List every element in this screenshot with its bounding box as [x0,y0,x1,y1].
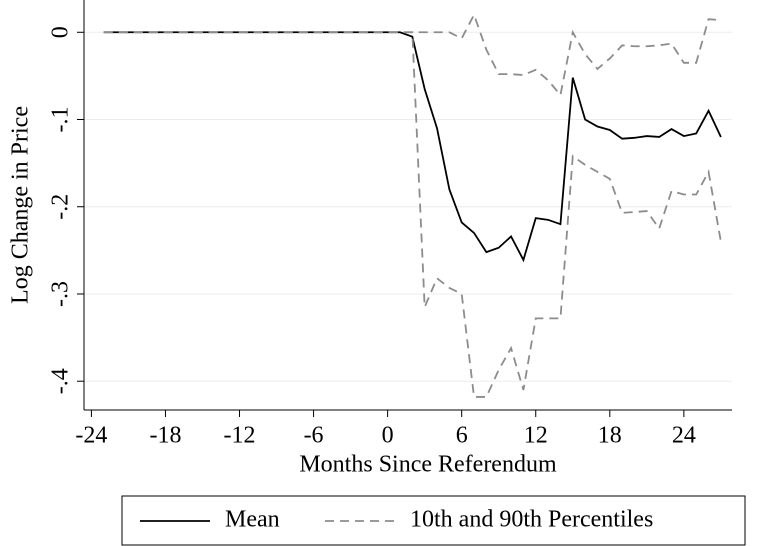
y-tick-label: -.4 [48,368,74,394]
x-tick-label: 18 [598,423,622,449]
y-tick-label: -.3 [48,281,74,307]
y-tick-label: -.1 [48,107,74,133]
x-tick-label: -12 [224,423,256,449]
x-axis-title: Months Since Referendum [299,452,557,478]
x-tick-label: 12 [524,423,548,449]
y-tick-label: -.2 [48,194,74,220]
x-tick-label: -6 [304,423,324,449]
x-tick-label: -24 [75,423,107,449]
series-line [103,31,722,263]
x-tick-label: 6 [456,423,468,449]
legend-label: 10th and 90th Percentiles [410,507,653,533]
legend-label: Mean [225,507,280,533]
x-tick-label: -18 [149,423,181,449]
legend-box [121,495,746,546]
series-line [103,31,722,398]
x-tick-label: 0 [382,423,394,449]
y-tick-label: 0 [48,26,74,38]
series-line [103,12,721,98]
y-axis-title: Log Change in Price [8,106,34,304]
x-tick-label: 24 [672,423,696,449]
